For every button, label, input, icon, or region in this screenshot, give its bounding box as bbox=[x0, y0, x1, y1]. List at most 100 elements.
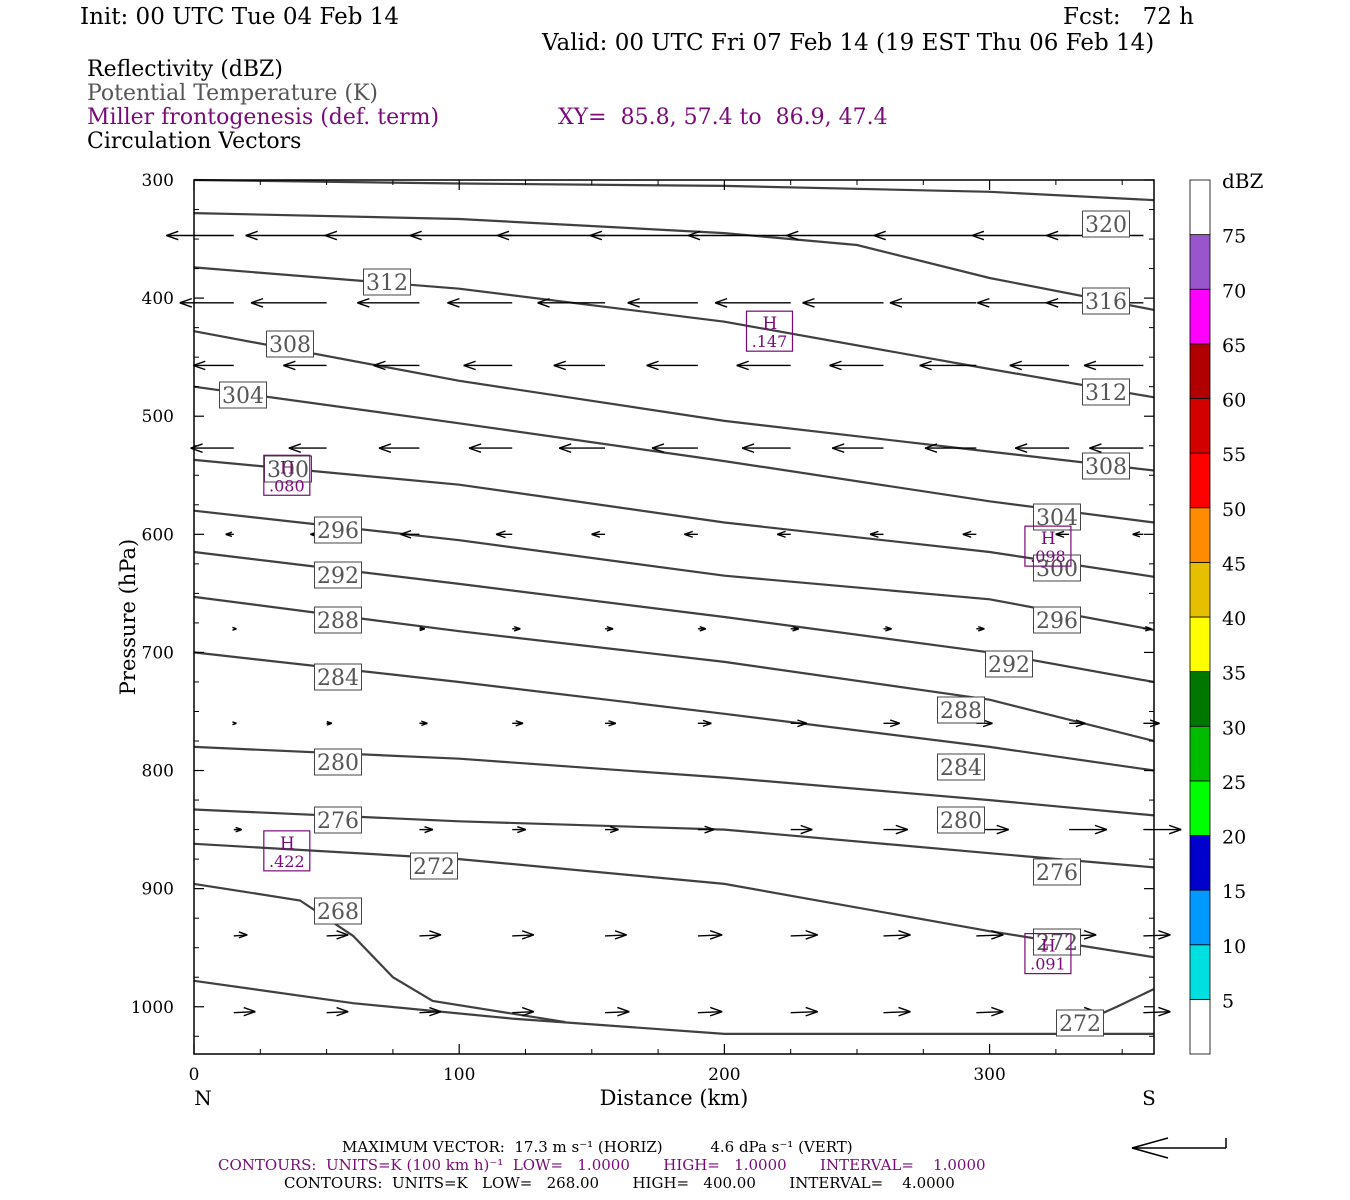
vector-arrowhead bbox=[238, 931, 248, 939]
vector-arrowhead bbox=[1145, 625, 1152, 632]
theta-label-box bbox=[1082, 452, 1130, 480]
vector-arrowhead bbox=[699, 625, 707, 632]
vector-arrowhead bbox=[991, 1006, 1004, 1017]
circulation-vector bbox=[976, 934, 1004, 937]
theta-label-box bbox=[1082, 287, 1130, 315]
vector-arrowhead bbox=[373, 360, 386, 371]
circulation-vector bbox=[790, 934, 818, 937]
colorbar-label: 10 bbox=[1222, 936, 1246, 958]
vector-arrowhead bbox=[991, 930, 1004, 940]
circulation-vector bbox=[233, 1010, 256, 1014]
vector-arrowhead bbox=[336, 930, 349, 940]
vector-arrowhead bbox=[709, 930, 723, 940]
colorbar-label: 50 bbox=[1222, 499, 1246, 521]
circulation-vector bbox=[326, 1010, 349, 1014]
vector-arrowhead bbox=[447, 297, 460, 308]
theta-contour-320 bbox=[193, 178, 1155, 202]
theta-contour-280 bbox=[193, 745, 1155, 817]
init-time: Init: 00 UTC Tue 04 Feb 14 bbox=[80, 4, 400, 30]
x-tick-label: 100 bbox=[443, 1065, 475, 1085]
theta-label-box bbox=[937, 753, 985, 781]
frontogenesis-max-box bbox=[1024, 933, 1072, 975]
vector-arrowhead bbox=[283, 360, 296, 371]
vector-arrowhead bbox=[378, 443, 392, 453]
vector-arrowhead bbox=[166, 230, 179, 241]
vector-arrowhead bbox=[831, 443, 845, 453]
theta-label-box bbox=[266, 330, 314, 358]
vector-arrowhead bbox=[553, 360, 566, 371]
theta-label-box bbox=[314, 561, 362, 589]
colorbar-label: 70 bbox=[1222, 280, 1246, 302]
colorbar-segment bbox=[1189, 507, 1211, 563]
vector-arrowhead bbox=[1075, 719, 1086, 728]
vector-arrowhead bbox=[797, 719, 808, 728]
vector-arrowhead bbox=[1083, 360, 1097, 371]
y-tick-label: 900 bbox=[142, 880, 174, 900]
vector-arrowhead bbox=[1132, 531, 1141, 538]
y-tick-label: 300 bbox=[142, 171, 174, 191]
vector-arrowhead bbox=[232, 626, 237, 631]
frontogenesis-max-label: H bbox=[280, 458, 295, 478]
vector-arrowhead bbox=[608, 720, 617, 727]
circulation-vector bbox=[1143, 1010, 1171, 1014]
vector-arrowhead bbox=[589, 230, 603, 241]
circulation-vector bbox=[512, 1010, 534, 1014]
theta-label-box bbox=[1033, 606, 1081, 634]
theta-label: 312 bbox=[366, 271, 408, 296]
theta-label: 276 bbox=[1036, 861, 1078, 886]
frontogenesis-max-label: H bbox=[1041, 937, 1056, 957]
theta-label-box bbox=[1056, 1009, 1104, 1037]
vector-arrowhead bbox=[873, 230, 886, 241]
frontogenesis-max-value: .091 bbox=[1030, 955, 1066, 974]
frontogenesis-max-box bbox=[745, 310, 794, 352]
frontogenesis-max-box bbox=[263, 454, 311, 496]
theta-label: 308 bbox=[269, 333, 311, 358]
vector-arrowhead bbox=[288, 443, 302, 453]
circulation-vector bbox=[883, 934, 911, 937]
theta-label-box bbox=[314, 516, 362, 544]
vector-arrowhead bbox=[792, 625, 800, 632]
colorbar-segment bbox=[1189, 561, 1211, 618]
theta-label: 280 bbox=[940, 809, 982, 834]
vector-arrowhead bbox=[885, 625, 892, 632]
y-tick-label: 600 bbox=[142, 525, 174, 545]
frontogenesis-max-value: .080 bbox=[269, 476, 305, 495]
vector-arrowhead bbox=[898, 930, 911, 940]
colorbar-segment bbox=[1189, 944, 1211, 1000]
vector-arrowhead bbox=[684, 530, 693, 538]
vector-arrowhead bbox=[1045, 230, 1059, 241]
theta-labels: 3203163123123083083043043003002962962922… bbox=[219, 210, 1130, 1037]
vector-arrowhead bbox=[521, 1006, 535, 1017]
vector-arrowhead bbox=[1055, 530, 1065, 538]
axes: 300 400 500 600 700 800 900 1000 0 100 200 300 bbox=[131, 171, 1154, 1085]
theta-contour-288 bbox=[193, 595, 1155, 743]
theta-label: 320 bbox=[1085, 213, 1127, 238]
colorbar-segment bbox=[1189, 398, 1211, 454]
colorbar-segment bbox=[1189, 288, 1211, 345]
circulation-vector bbox=[697, 934, 723, 937]
vector-arrowhead bbox=[805, 1006, 818, 1017]
y-tick-label: 700 bbox=[142, 643, 174, 663]
vector-arrowhead bbox=[1083, 930, 1097, 940]
colorbar-segment bbox=[1189, 671, 1211, 727]
theta-label: 304 bbox=[1036, 506, 1078, 531]
vector-arrowhead bbox=[1158, 1006, 1171, 1017]
vector-arrowhead bbox=[193, 360, 206, 371]
vector-arrowhead bbox=[495, 530, 506, 539]
vector-arrowhead bbox=[741, 443, 755, 453]
theta-label: 268 bbox=[317, 900, 359, 925]
vector-arrowhead bbox=[336, 1006, 349, 1017]
theta-label: 272 bbox=[1059, 1012, 1101, 1037]
vector-arrowhead bbox=[786, 230, 799, 241]
frontogenesis-max-box bbox=[263, 830, 311, 872]
vector-arrowhead bbox=[714, 297, 728, 308]
field-frontogenesis: Miller frontogenesis (def. term) bbox=[87, 105, 440, 130]
theta-label-box bbox=[314, 606, 362, 634]
theta-contour-284 bbox=[193, 651, 1155, 772]
vector-arrowhead bbox=[614, 930, 627, 940]
vector-arrowhead bbox=[591, 530, 601, 538]
theta-label: 300 bbox=[267, 458, 309, 483]
circulation-vector bbox=[419, 934, 442, 937]
colorbar-label: 20 bbox=[1222, 827, 1246, 849]
